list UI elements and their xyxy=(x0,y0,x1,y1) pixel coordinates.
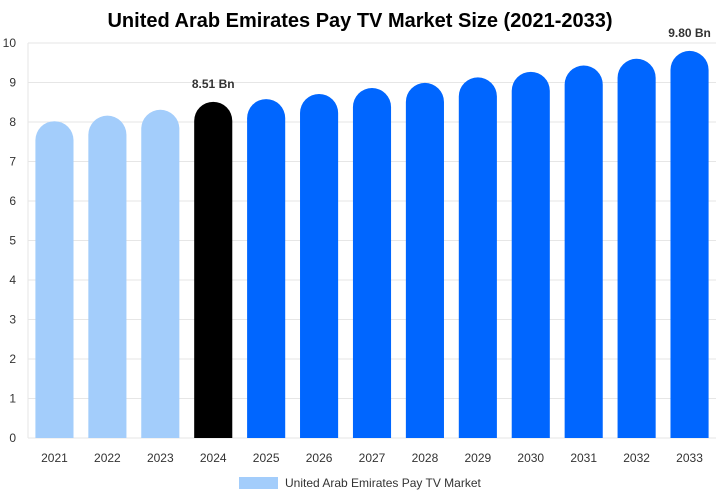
x-tick-label: 2029 xyxy=(464,451,491,465)
y-tick-label: 0 xyxy=(9,431,16,445)
y-tick-label: 10 xyxy=(3,36,17,50)
y-tick-label: 3 xyxy=(9,313,16,327)
bar-2022[interactable] xyxy=(88,115,127,438)
x-tick-label: 2024 xyxy=(200,451,227,465)
bar-2028[interactable] xyxy=(405,82,444,438)
bar-2029[interactable] xyxy=(458,77,497,439)
x-tick-label: 2022 xyxy=(94,451,121,465)
x-tick-label: 2026 xyxy=(306,451,333,465)
x-tick-label: 2032 xyxy=(623,451,650,465)
y-tick-label: 6 xyxy=(9,194,16,208)
bars xyxy=(35,50,709,439)
y-tick-label: 9 xyxy=(9,76,16,90)
bar-2033[interactable] xyxy=(670,50,709,439)
data-label-2024: 8.51 Bn xyxy=(192,77,235,91)
x-tick-label: 2030 xyxy=(517,451,544,465)
x-tick-label: 2033 xyxy=(676,451,703,465)
bar-2032[interactable] xyxy=(617,58,656,438)
x-tick-label: 2023 xyxy=(147,451,174,465)
data-label-2033: 9.80 Bn xyxy=(668,26,711,40)
chart-title: United Arab Emirates Pay TV Market Size … xyxy=(107,10,612,32)
bar-2027[interactable] xyxy=(352,88,392,438)
x-axis: 2021 2022 2023 2024 2025 2026 2027 2028 2029 2030… xyxy=(41,451,703,465)
data-labels: 8.51 Bn 9.80 Bn xyxy=(192,26,711,91)
y-axis: 0 1 2 3 4 5 6 7 8 9 10 xyxy=(3,36,17,445)
y-tick-label: 5 xyxy=(9,234,16,248)
x-tick-label: 2021 xyxy=(41,451,68,465)
x-tick-label: 2031 xyxy=(570,451,597,465)
legend-swatch xyxy=(239,477,278,489)
bar-2026[interactable] xyxy=(300,93,339,438)
bar-2030[interactable] xyxy=(511,71,550,439)
y-tick-label: 4 xyxy=(9,273,16,287)
y-tick-label: 1 xyxy=(9,392,16,406)
bar-2024[interactable] xyxy=(194,101,233,438)
y-tick-label: 8 xyxy=(9,115,16,129)
bar-2021[interactable] xyxy=(35,121,74,438)
legend[interactable]: United Arab Emirates Pay TV Market xyxy=(239,476,482,490)
x-tick-label: 2028 xyxy=(412,451,439,465)
legend-label: United Arab Emirates Pay TV Market xyxy=(285,476,482,490)
x-tick-label: 2025 xyxy=(253,451,280,465)
bar-2023[interactable] xyxy=(141,109,180,439)
y-tick-label: 2 xyxy=(9,352,16,366)
bar-2025[interactable] xyxy=(247,99,286,438)
y-tick-label: 7 xyxy=(9,155,16,169)
x-tick-label: 2027 xyxy=(359,451,386,465)
bar-2031[interactable] xyxy=(564,65,603,438)
